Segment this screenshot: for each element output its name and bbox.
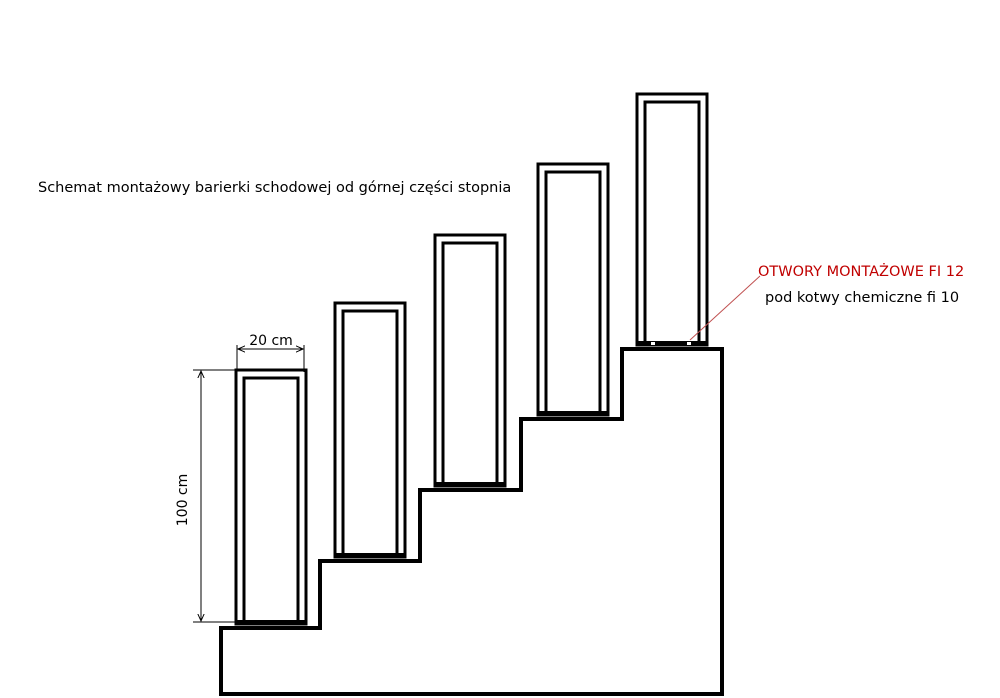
barrier-panel-3 bbox=[433, 233, 507, 488]
barrier-panel-5 bbox=[635, 92, 709, 347]
panel-base-plate bbox=[638, 341, 706, 346]
annotation-line-2: pod kotwy chemiczne fi 10 bbox=[765, 290, 959, 306]
barrier-panels bbox=[234, 92, 709, 626]
width-dimension: 20 cm bbox=[236, 333, 305, 372]
barrier-panel-1 bbox=[234, 368, 308, 626]
panel-base-plate bbox=[336, 553, 404, 558]
panel-inner-frame bbox=[441, 241, 499, 486]
panel-base-plate bbox=[436, 482, 504, 487]
panel-outer-frame bbox=[536, 162, 610, 417]
barrier-panel-4 bbox=[536, 162, 610, 417]
annotation-leader bbox=[689, 275, 761, 341]
panel-outer-frame bbox=[635, 92, 709, 347]
height-dimension: 100 cm bbox=[175, 369, 240, 623]
panel-inner-frame bbox=[341, 309, 399, 557]
mounting-hole bbox=[651, 342, 655, 345]
height-dimension-label: 100 cm bbox=[175, 474, 191, 527]
stair-outline bbox=[219, 347, 724, 696]
barrier-panel-2 bbox=[333, 301, 407, 559]
panel-inner-frame bbox=[242, 376, 300, 624]
annotation-line-1: OTWORY MONTAŻOWE FI 12 bbox=[758, 262, 964, 280]
panel-outer-frame bbox=[433, 233, 507, 488]
panel-base-plate bbox=[539, 411, 607, 416]
mounting-hole bbox=[687, 342, 691, 345]
panel-inner-frame bbox=[643, 100, 701, 345]
panel-outer-frame bbox=[234, 368, 308, 626]
panel-inner-frame bbox=[544, 170, 602, 415]
panel-base-plate bbox=[237, 620, 305, 625]
diagram-title: Schemat montażowy barierki schodowej od … bbox=[38, 180, 511, 196]
panel-outer-frame bbox=[333, 301, 407, 559]
width-dimension-label: 20 cm bbox=[249, 333, 293, 349]
